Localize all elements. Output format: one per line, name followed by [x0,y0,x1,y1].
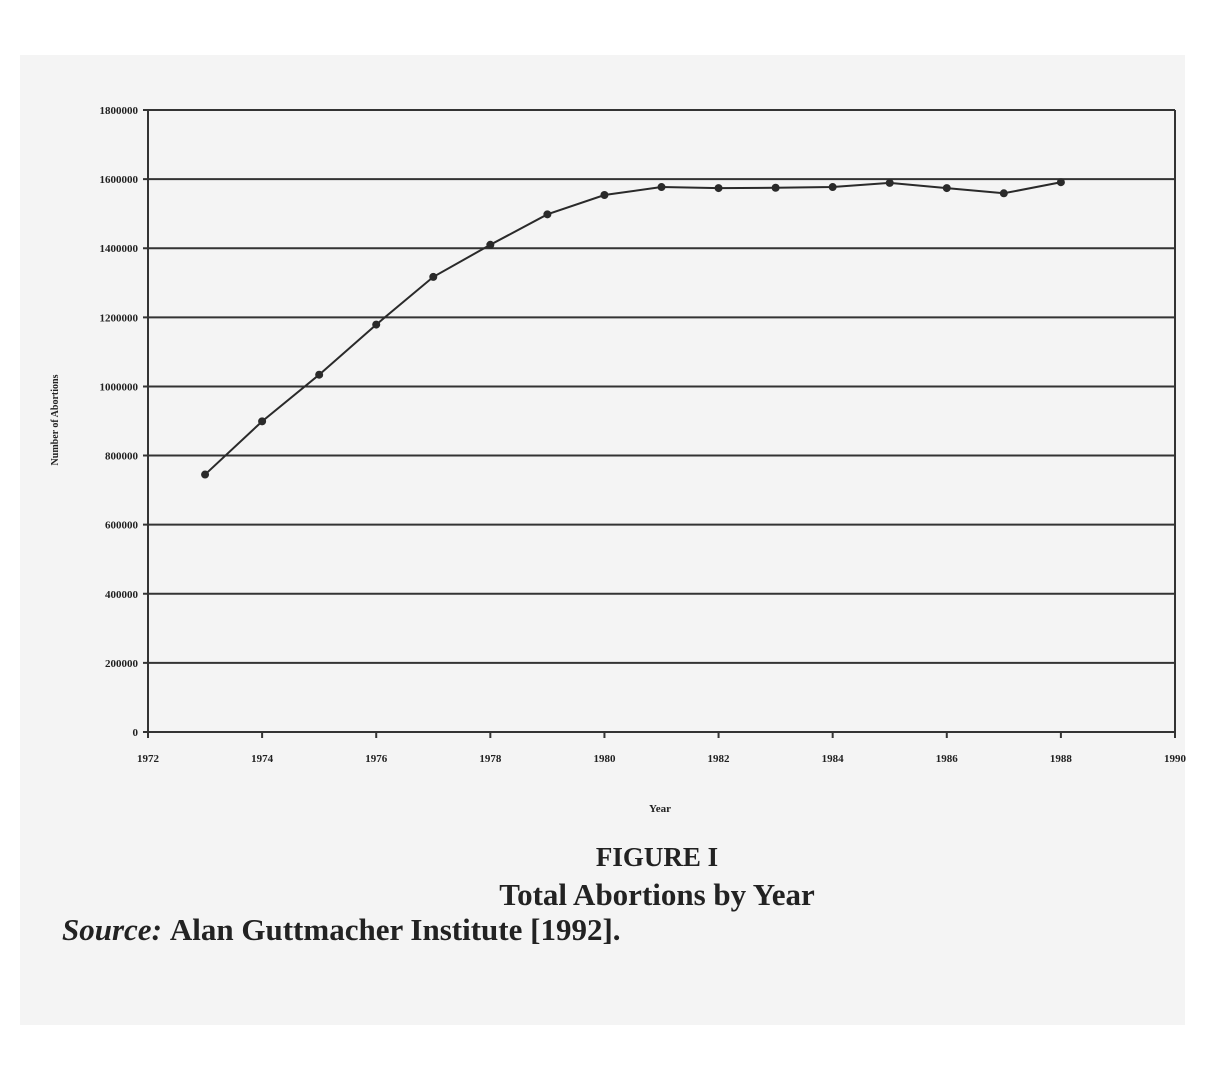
figure-label: FIGURE I [596,842,718,872]
data-point [885,178,894,187]
x-tick-label: 1990 [1164,753,1187,765]
x-axis-label: Year [649,803,671,815]
x-tick-label: 1986 [936,753,959,765]
data-point [942,184,951,193]
x-tick-label: 1988 [1050,753,1073,765]
data-point [771,183,780,192]
y-tick-label: 600000 [105,520,139,532]
x-tick-label: 1978 [479,753,502,765]
source-text: Alan Guttmacher Institute [1992]. [170,912,621,947]
data-point [372,320,381,329]
data-point [657,183,666,192]
y-axis-label: Number of Abortions [50,374,61,465]
page-background [20,55,1185,1025]
data-point [600,191,609,200]
source: Source: Alan Guttmacher Institute [1992]. [62,912,621,947]
chart-title: Total Abortions by Year [499,877,815,912]
data-point [714,184,723,193]
data-point [543,210,552,219]
y-tick-label: 1800000 [100,105,139,117]
x-tick-label: 1980 [593,753,616,765]
y-tick-label: 1000000 [100,381,139,393]
y-tick-label: 200000 [105,658,139,670]
x-tick-label: 1974 [251,753,274,765]
data-line [204,181,1062,476]
data-point [999,189,1008,198]
data-point [258,417,267,426]
y-tick-label: 1600000 [100,174,139,186]
y-tick-label: 1200000 [100,312,139,324]
y-tick-label: 400000 [105,589,139,601]
data-point [486,240,495,249]
data-point [828,183,837,192]
source-label: Source: [62,912,162,947]
data-point [201,470,210,479]
x-tick-label: 1982 [708,753,731,765]
data-point [1056,178,1065,187]
data-point [315,370,324,379]
y-tick-label: 0 [133,727,139,739]
x-tick-label: 1984 [822,753,845,765]
y-tick-label: 1400000 [100,243,139,255]
data-point [429,272,438,281]
x-tick-label: 1976 [365,753,388,765]
y-tick-label: 800000 [105,451,139,463]
x-tick-label: 1972 [137,753,160,765]
